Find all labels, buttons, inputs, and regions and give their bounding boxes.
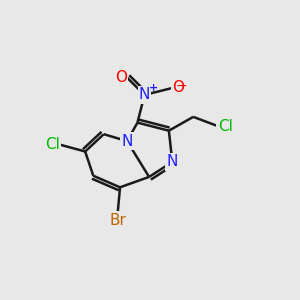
Text: Cl: Cl — [45, 137, 60, 152]
Text: +: + — [149, 83, 158, 93]
Text: O: O — [115, 70, 127, 85]
Text: −: − — [176, 79, 187, 93]
Text: N: N — [167, 154, 178, 169]
Text: O: O — [172, 80, 184, 95]
Text: N: N — [139, 87, 150, 102]
Text: N: N — [121, 134, 133, 148]
Text: Cl: Cl — [218, 118, 232, 134]
Text: Br: Br — [109, 213, 126, 228]
